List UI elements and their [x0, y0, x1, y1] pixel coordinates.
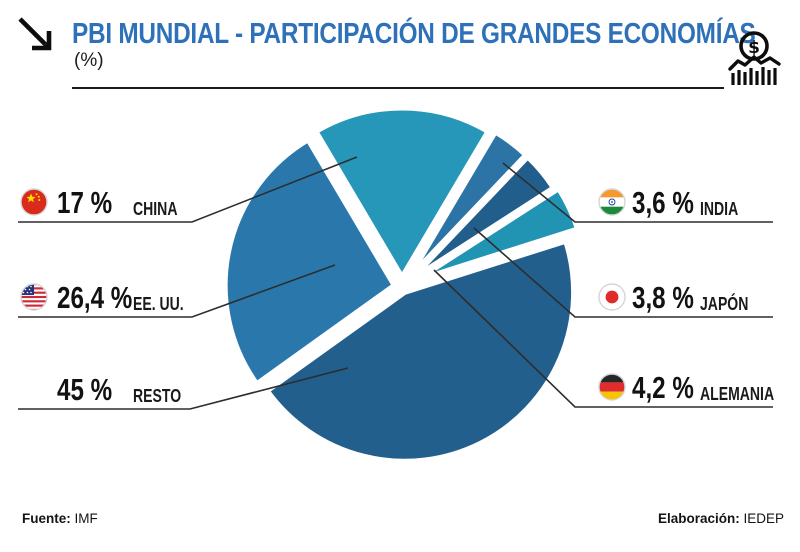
china-value: 17 %	[57, 185, 113, 220]
source-label: Fuente:	[22, 511, 71, 526]
legend-item-india: 3,6 % INDIA	[575, 186, 775, 224]
trend-down-right-arrow-icon	[14, 13, 58, 57]
germany-flag-icon	[598, 373, 626, 401]
callout-line	[18, 156, 358, 223]
svg-text:$: $	[748, 38, 760, 58]
source-note: Fuente: IMF	[22, 511, 98, 526]
callout-line	[473, 227, 773, 318]
pie-slice-eeuu	[222, 137, 397, 387]
india-label: INDIA	[700, 199, 739, 219]
callout-line	[18, 264, 336, 318]
legend-item-japon: 3,8 % JAPÓN	[575, 281, 775, 319]
china-flag-icon	[20, 188, 48, 216]
elaboration-label: Elaboración:	[657, 511, 740, 526]
japan-flag-icon	[598, 283, 626, 311]
pie-slice-alemania	[414, 186, 580, 283]
resto-label: RESTO	[133, 386, 182, 406]
legend-item-eeuu: 26,4 % EE. UU.	[18, 281, 218, 319]
callout-line	[18, 367, 349, 410]
eeuu-label: EE. UU.	[133, 294, 184, 314]
pie-slice-resto	[264, 238, 577, 464]
china-label: CHINA	[133, 199, 178, 219]
alemania-value: 4,2 %	[632, 370, 694, 405]
callout-line	[433, 269, 773, 408]
coin-dollar-over-bars-icon: $	[724, 28, 786, 86]
resto-value: 45 %	[57, 372, 113, 407]
pie-slice-japón	[408, 154, 556, 282]
legend-item-alemania: 4,2 % ALEMANIA	[575, 371, 775, 409]
legend-item-china: 17 % CHINA	[18, 186, 218, 224]
india-flag-icon	[598, 188, 626, 216]
legend-item-resto: 45 % RESTO	[18, 373, 218, 411]
pie-slice-china	[313, 105, 491, 280]
usa-flag-icon	[20, 283, 48, 311]
page-title: PBI MUNDIAL - PARTICIPACIÓN DE GRANDES E…	[72, 18, 756, 50]
alemania-label: ALEMANIA	[700, 384, 775, 404]
callout-line	[502, 162, 773, 223]
unit-label: (%)	[74, 50, 104, 71]
elaboration-value: IEDEP	[743, 511, 784, 526]
japon-label: JAPÓN	[700, 294, 749, 314]
source-value: IMF	[74, 511, 98, 526]
eeuu-value: 26,4 %	[57, 280, 133, 315]
india-value: 3,6 %	[632, 185, 694, 220]
header-rule	[72, 87, 724, 89]
pie-slice-india	[406, 129, 529, 280]
elaboration-note: Elaboración: IEDEP	[658, 511, 784, 526]
japon-value: 3,8 %	[632, 280, 694, 315]
